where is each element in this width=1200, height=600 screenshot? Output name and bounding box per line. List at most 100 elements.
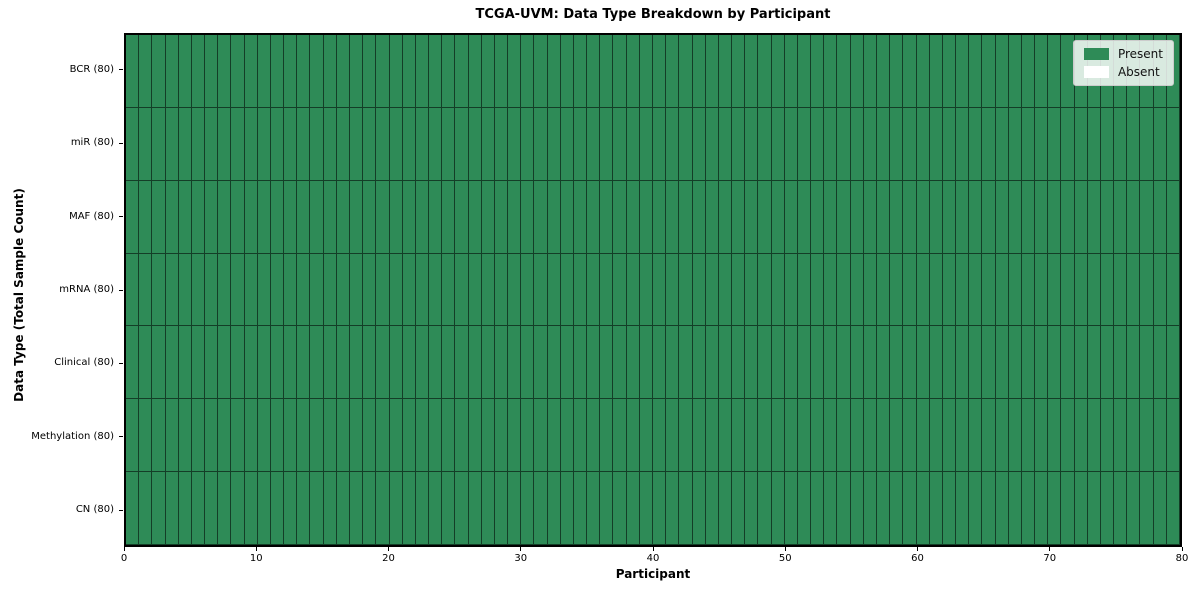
presence-cell: [758, 107, 772, 181]
presence-cell: [1127, 253, 1141, 327]
presence-cell: [165, 399, 179, 473]
presence-cell: [639, 326, 653, 400]
presence-cell: [139, 253, 153, 327]
presence-cell: [152, 35, 166, 108]
presence-cell: [310, 253, 324, 327]
presence-cell: [916, 472, 930, 545]
presence-cell: [995, 399, 1009, 473]
presence-cell: [745, 326, 759, 400]
presence-cell: [508, 107, 522, 181]
presence-cell: [455, 35, 469, 108]
presence-cell: [376, 253, 390, 327]
presence-cell: [126, 326, 140, 400]
presence-cell: [679, 326, 693, 400]
presence-cell: [494, 35, 509, 108]
presence-cell: [494, 180, 509, 254]
y-tick-mark: [119, 216, 123, 218]
presence-cell: [178, 399, 192, 473]
presence-cell: [969, 35, 983, 108]
presence-cell: [613, 180, 627, 254]
presence-cell: [284, 326, 298, 400]
presence-cell: [257, 326, 271, 400]
presence-cell: [982, 35, 996, 108]
x-tick-label: 10: [249, 553, 263, 564]
presence-cell: [284, 472, 298, 545]
presence-cell: [323, 180, 337, 254]
presence-cell: [784, 326, 798, 400]
presence-cell: [284, 180, 298, 254]
presence-cell: [784, 180, 798, 254]
presence-cell: [389, 472, 403, 545]
presence-cell: [402, 107, 416, 181]
presence-cell: [718, 253, 733, 327]
presence-cell: [653, 107, 667, 181]
presence-cell: [336, 253, 350, 327]
presence-cell: [521, 253, 535, 327]
presence-cell: [1008, 107, 1022, 181]
presence-cell: [415, 180, 430, 254]
presence-cell: [429, 35, 443, 108]
x-tick-label: 0: [120, 553, 128, 564]
presence-cell: [929, 326, 943, 400]
presence-cell: [218, 35, 232, 108]
presence-cell: [692, 35, 706, 108]
presence-cell: [494, 326, 509, 400]
presence-cell: [1100, 180, 1115, 254]
presence-cell: [534, 35, 548, 108]
presence-cell: [995, 107, 1009, 181]
presence-cell: [995, 180, 1009, 254]
presence-cell: [389, 326, 403, 400]
presence-cell: [705, 326, 719, 400]
presence-cell: [784, 35, 798, 108]
y-tick-label: Clinical (80): [54, 357, 114, 369]
presence-cell: [284, 35, 298, 108]
y-tick-mark: [119, 509, 123, 511]
x-tick-mark: [520, 547, 522, 551]
x-tick-label: 60: [911, 553, 924, 564]
presence-cell: [468, 472, 482, 545]
presence-cell: [613, 326, 627, 400]
presence-cell: [1166, 253, 1180, 327]
presence-cell: [534, 180, 548, 254]
presence-cell: [732, 107, 746, 181]
presence-cell: [363, 326, 377, 400]
y-tick-label: Methylation (80): [31, 430, 114, 442]
presence-cell: [956, 35, 970, 108]
presence-cell: [534, 326, 548, 400]
presence-cell: [257, 399, 271, 473]
presence-cell: [639, 35, 653, 108]
presence-cell: [218, 472, 232, 545]
presence-cell: [771, 399, 785, 473]
presence-cell: [310, 180, 324, 254]
presence-cell: [270, 399, 285, 473]
presence-cell: [1048, 253, 1062, 327]
presence-cell: [1114, 472, 1128, 545]
presence-cell: [1061, 326, 1075, 400]
presence-cell: [797, 326, 812, 400]
presence-cell: [1166, 326, 1180, 400]
presence-cell: [297, 180, 311, 254]
presence-cell: [1021, 472, 1036, 545]
presence-cell: [1140, 180, 1154, 254]
presence-cell: [942, 35, 957, 108]
presence-cell: [771, 253, 785, 327]
presence-cell: [890, 253, 904, 327]
presence-cell: [613, 399, 627, 473]
presence-cell: [323, 35, 337, 108]
presence-cell: [1008, 180, 1022, 254]
presence-cell: [745, 180, 759, 254]
presence-cell: [876, 180, 891, 254]
presence-cell: [626, 326, 640, 400]
presence-cell: [218, 180, 232, 254]
presence-cell: [508, 35, 522, 108]
presence-cell: [336, 472, 350, 545]
presence-cell: [1074, 253, 1088, 327]
presence-cell: [771, 472, 785, 545]
presence-cell: [679, 180, 693, 254]
presence-cell: [903, 399, 917, 473]
presence-cell: [1166, 180, 1180, 254]
presence-cell: [376, 399, 390, 473]
presence-cell: [455, 399, 469, 473]
presence-cell: [205, 35, 219, 108]
